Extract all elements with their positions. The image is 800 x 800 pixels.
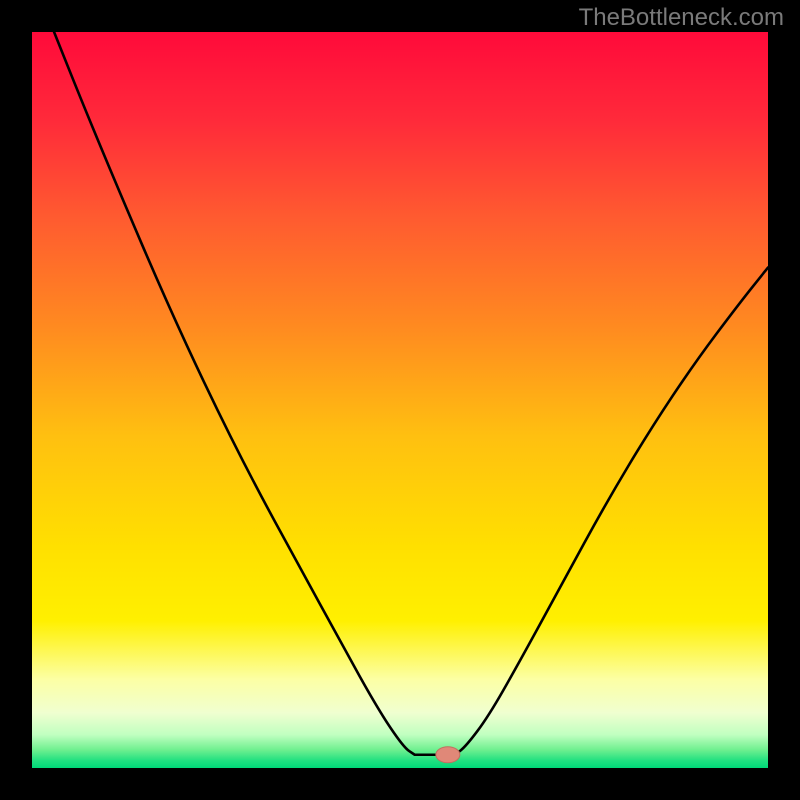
- optimal-point-marker: [436, 747, 460, 763]
- chart-svg: [0, 0, 800, 800]
- watermark-text: TheBottleneck.com: [579, 4, 784, 32]
- plot-background: [32, 32, 768, 768]
